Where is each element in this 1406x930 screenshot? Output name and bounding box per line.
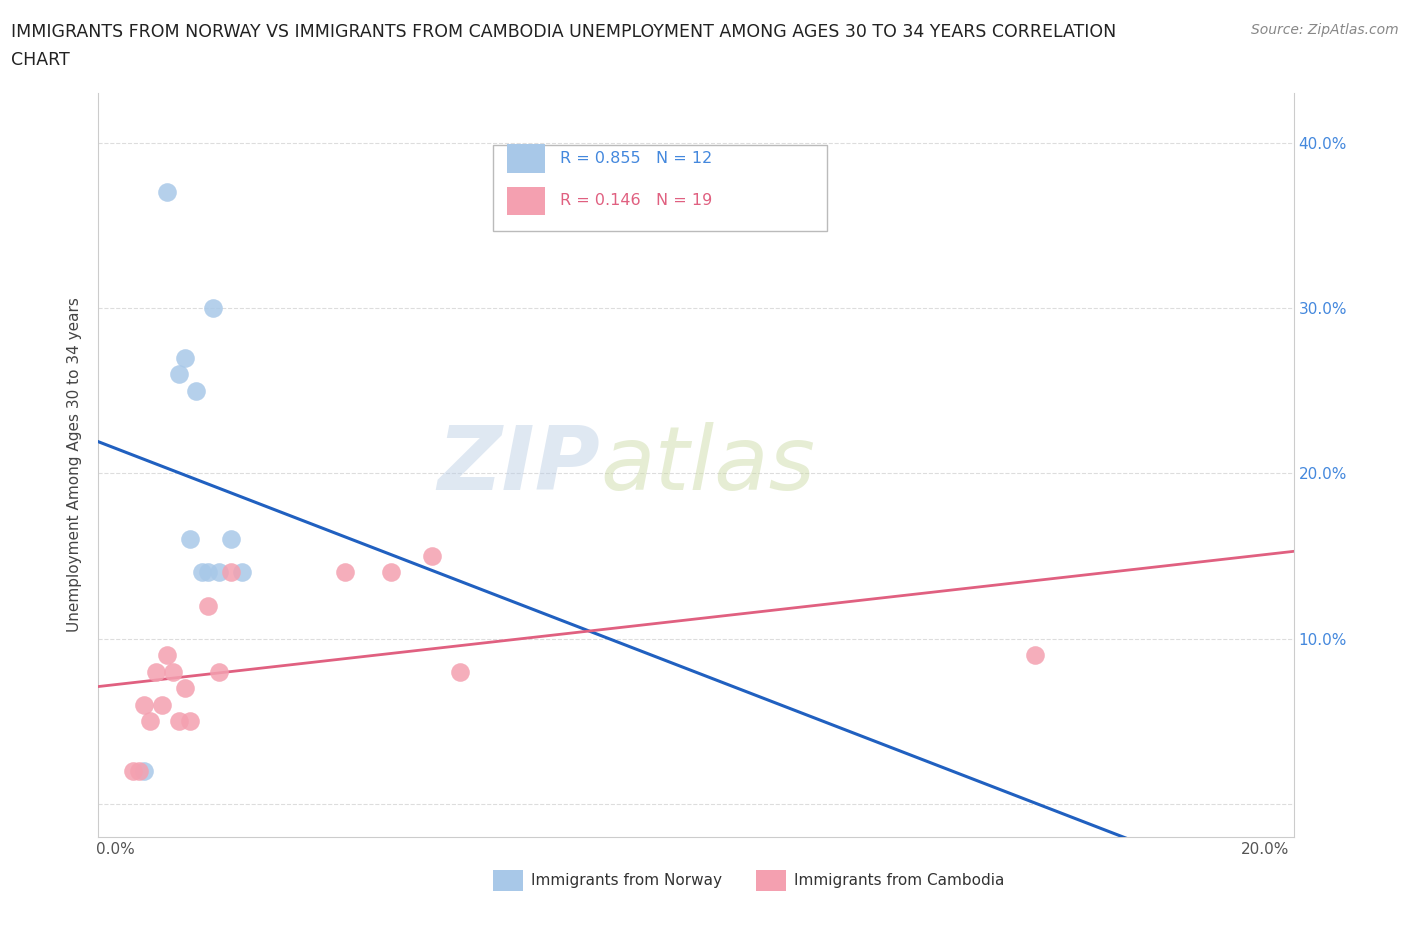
- FancyBboxPatch shape: [508, 144, 546, 173]
- Text: R = 0.855   N = 12: R = 0.855 N = 12: [560, 151, 711, 166]
- Point: [208, 565, 231, 580]
- Point: [167, 366, 190, 381]
- Point: [335, 565, 357, 580]
- Point: [231, 565, 253, 580]
- Point: [128, 764, 150, 778]
- FancyBboxPatch shape: [494, 145, 828, 231]
- Text: ZIP: ZIP: [437, 421, 600, 509]
- Point: [156, 185, 179, 200]
- Point: [134, 764, 156, 778]
- FancyBboxPatch shape: [756, 870, 786, 891]
- Point: [139, 714, 162, 729]
- Text: CHART: CHART: [11, 51, 70, 69]
- Point: [449, 664, 471, 679]
- Text: R = 0.146   N = 19: R = 0.146 N = 19: [560, 193, 711, 208]
- Point: [167, 714, 190, 729]
- Point: [134, 698, 156, 712]
- Point: [122, 764, 145, 778]
- Point: [219, 565, 242, 580]
- Point: [208, 664, 231, 679]
- Text: IMMIGRANTS FROM NORWAY VS IMMIGRANTS FROM CAMBODIA UNEMPLOYMENT AMONG AGES 30 TO: IMMIGRANTS FROM NORWAY VS IMMIGRANTS FRO…: [11, 23, 1116, 41]
- Text: atlas: atlas: [600, 422, 815, 508]
- Text: Immigrants from Cambodia: Immigrants from Cambodia: [794, 873, 1004, 888]
- Point: [197, 598, 219, 613]
- Y-axis label: Unemployment Among Ages 30 to 34 years: Unemployment Among Ages 30 to 34 years: [67, 298, 83, 632]
- Point: [380, 565, 402, 580]
- Point: [173, 350, 195, 365]
- Point: [184, 383, 207, 398]
- Point: [202, 300, 225, 315]
- FancyBboxPatch shape: [508, 187, 546, 215]
- Point: [219, 532, 242, 547]
- Point: [162, 664, 184, 679]
- Text: Source: ZipAtlas.com: Source: ZipAtlas.com: [1251, 23, 1399, 37]
- FancyBboxPatch shape: [494, 870, 523, 891]
- Point: [420, 549, 443, 564]
- Point: [179, 532, 201, 547]
- Point: [179, 714, 201, 729]
- Point: [145, 664, 167, 679]
- Point: [156, 647, 179, 662]
- Point: [150, 698, 173, 712]
- Point: [173, 681, 195, 696]
- Point: [197, 565, 219, 580]
- Text: Immigrants from Norway: Immigrants from Norway: [531, 873, 723, 888]
- Point: [1024, 647, 1046, 662]
- Point: [191, 565, 214, 580]
